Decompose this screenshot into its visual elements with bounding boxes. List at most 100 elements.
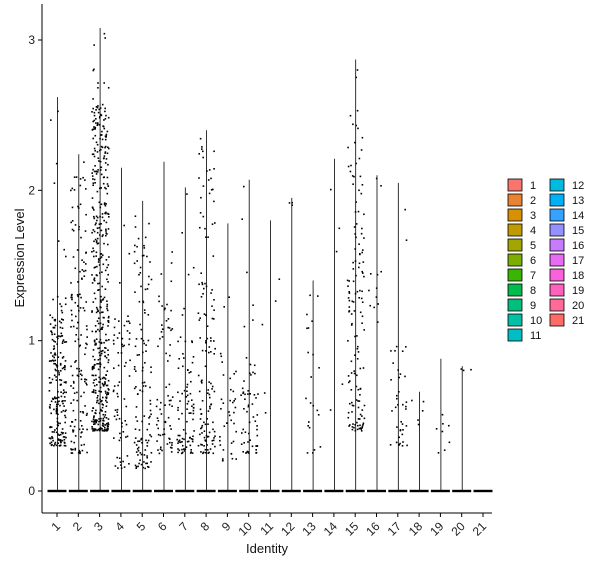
data-point <box>256 414 259 416</box>
data-point <box>207 392 209 394</box>
data-point <box>178 439 181 442</box>
data-point <box>77 305 79 307</box>
data-point <box>157 420 160 422</box>
data-point <box>362 261 365 263</box>
data-point <box>105 135 107 137</box>
data-point <box>168 403 171 406</box>
data-point <box>240 443 243 445</box>
data-point <box>96 151 99 153</box>
data-point <box>100 400 102 403</box>
data-point <box>96 308 99 311</box>
data-point <box>71 421 74 423</box>
data-point <box>74 449 76 451</box>
data-point <box>107 361 110 364</box>
data-point <box>360 430 363 432</box>
data-point <box>57 370 60 372</box>
data-point <box>213 340 215 342</box>
data-point <box>53 182 56 184</box>
data-point <box>85 382 87 385</box>
legend-label: 9 <box>530 300 536 312</box>
data-point <box>106 278 108 281</box>
data-point <box>71 228 74 231</box>
data-point <box>191 452 194 454</box>
data-point <box>184 448 187 450</box>
data-point <box>80 431 83 434</box>
data-point <box>112 339 115 342</box>
data-point <box>55 376 57 378</box>
data-point <box>97 368 100 371</box>
data-point <box>146 456 148 459</box>
data-point <box>106 266 108 269</box>
data-point <box>192 418 194 421</box>
data-point <box>107 212 109 215</box>
data-point <box>57 337 59 340</box>
data-point <box>120 467 123 469</box>
data-point <box>306 327 308 330</box>
data-point <box>209 407 211 410</box>
data-point <box>357 400 359 402</box>
data-point <box>211 388 213 390</box>
legend-label: 17 <box>572 255 584 267</box>
data-point <box>405 239 408 241</box>
data-point <box>100 256 103 258</box>
data-point <box>134 291 136 293</box>
data-point <box>389 444 392 446</box>
data-point <box>176 438 178 441</box>
data-point <box>61 357 64 359</box>
data-point <box>104 186 106 189</box>
data-point <box>186 408 188 410</box>
data-point <box>214 445 216 448</box>
data-point <box>192 407 195 409</box>
data-point <box>133 250 136 253</box>
data-point <box>171 442 173 444</box>
data-point <box>48 437 51 439</box>
data-point <box>288 202 291 204</box>
data-point <box>83 270 85 273</box>
zero-bar-12 <box>281 489 301 493</box>
legend-label: 13 <box>572 195 584 207</box>
data-point <box>55 411 58 413</box>
data-point <box>149 409 152 412</box>
data-point <box>124 420 126 422</box>
data-point <box>121 343 123 346</box>
zero-bar-2 <box>68 489 88 493</box>
violin-group-15 <box>345 59 366 493</box>
data-point <box>348 306 351 308</box>
data-point <box>163 433 166 435</box>
data-point <box>60 321 63 324</box>
data-point <box>242 392 244 395</box>
legend-item-10: 10 <box>507 313 542 327</box>
data-point <box>56 409 59 412</box>
legend-item-4: 4 <box>507 223 536 237</box>
data-point <box>104 414 107 416</box>
data-point <box>106 384 109 387</box>
data-point <box>209 396 211 399</box>
data-point <box>357 127 359 130</box>
data-point <box>359 289 361 292</box>
data-point <box>181 437 184 440</box>
data-point <box>62 402 64 405</box>
legend-swatch <box>549 268 565 282</box>
data-point <box>107 316 110 319</box>
data-point <box>233 400 235 402</box>
data-point <box>128 320 130 323</box>
data-point <box>398 391 400 393</box>
data-point <box>351 426 354 428</box>
violin-group-18 <box>409 391 429 493</box>
data-point <box>185 432 187 435</box>
data-point <box>354 429 357 432</box>
data-point <box>349 170 352 173</box>
data-point <box>50 381 52 384</box>
data-point <box>92 69 95 72</box>
data-point <box>156 440 158 442</box>
data-point <box>308 421 310 423</box>
data-point <box>349 114 352 117</box>
data-point <box>107 146 109 149</box>
data-point <box>72 431 74 433</box>
data-point <box>99 116 101 118</box>
data-point <box>91 274 93 276</box>
data-point <box>355 124 357 127</box>
zero-bar-7 <box>175 489 195 493</box>
data-point <box>77 375 80 378</box>
data-point <box>135 444 138 446</box>
